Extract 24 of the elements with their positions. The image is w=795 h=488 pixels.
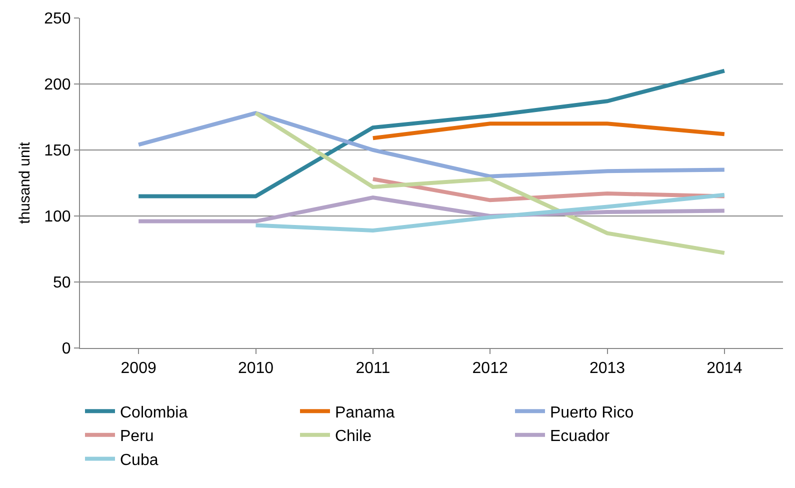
y-tick-label: 250 bbox=[44, 10, 71, 28]
legend-label: Ecuador bbox=[550, 428, 610, 446]
line-series bbox=[136, 68, 726, 198]
y-tick-label: 100 bbox=[44, 208, 71, 226]
legend-label: Panama bbox=[335, 404, 395, 422]
legend-label: Colombia bbox=[120, 404, 188, 422]
legend-label: Chile bbox=[335, 428, 372, 446]
x-tick-label: 2013 bbox=[589, 360, 626, 378]
x-tick-label: 2010 bbox=[238, 360, 274, 378]
y-tick-label: 0 bbox=[62, 340, 71, 358]
y-tick-label: 200 bbox=[44, 76, 71, 94]
legend-label: Peru bbox=[120, 428, 154, 446]
x-tick-label: 2012 bbox=[472, 360, 508, 378]
line-series bbox=[254, 192, 726, 233]
y-tick-label: 150 bbox=[44, 142, 71, 160]
x-tick-label: 2011 bbox=[356, 360, 390, 378]
y-tick-label: 50 bbox=[53, 274, 71, 292]
x-tick-label: 2014 bbox=[706, 360, 742, 378]
x-tick-label: 2009 bbox=[120, 360, 156, 378]
legend-label: Cuba bbox=[120, 452, 158, 469]
line-series bbox=[254, 111, 726, 255]
line-series bbox=[136, 111, 726, 178]
legend-label: Puerto Rico bbox=[550, 404, 634, 422]
y-axis-title: thusand unit bbox=[16, 141, 34, 224]
